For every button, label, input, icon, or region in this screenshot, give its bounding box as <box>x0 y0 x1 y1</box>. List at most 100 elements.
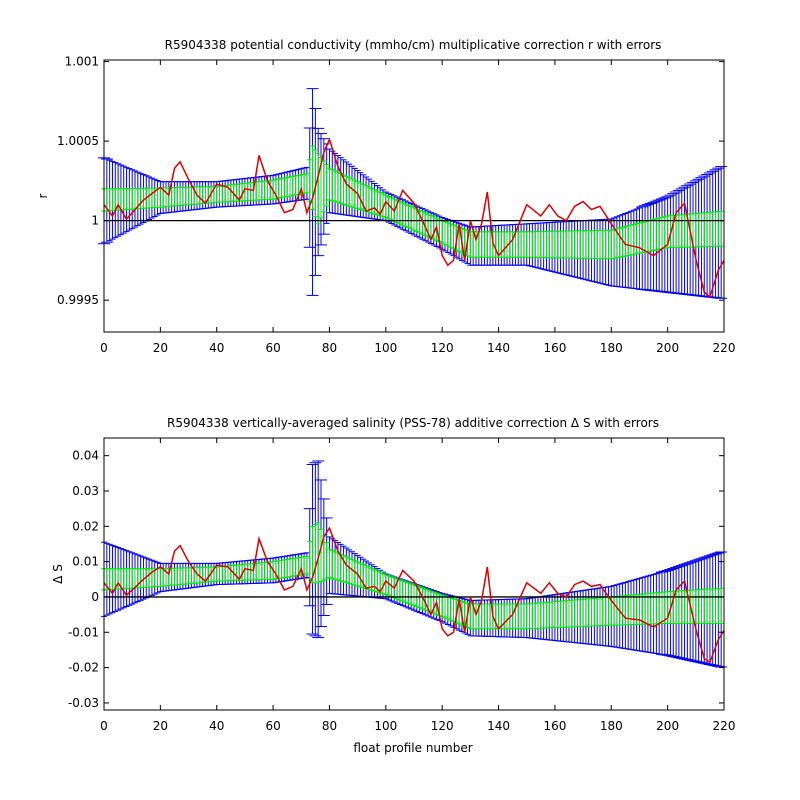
green-errorbar <box>320 160 327 213</box>
green-errorbar <box>126 187 133 210</box>
green-errorbar <box>588 598 595 627</box>
green-errorbar <box>622 595 629 626</box>
green-errorbar <box>349 178 355 208</box>
green-errorbar <box>174 187 181 207</box>
green-errorbar <box>557 600 564 628</box>
green-errorbar <box>642 593 649 625</box>
green-errorbar <box>408 583 415 605</box>
green-errorbar <box>512 231 519 258</box>
green-errorbar <box>633 223 640 255</box>
green-errorbar <box>129 568 136 589</box>
green-errorbar <box>535 231 541 258</box>
green-errorbar <box>582 230 589 259</box>
green-errorbar <box>520 231 527 258</box>
green-errorbar <box>332 551 339 580</box>
green-errorbar <box>422 588 429 611</box>
green-errorbar <box>377 571 384 594</box>
green-errorbar <box>256 562 262 581</box>
green-errorbar <box>261 561 268 581</box>
green-errorbar <box>518 231 525 258</box>
green-errorbar <box>185 567 192 585</box>
x-tick-label: 120 <box>431 341 454 355</box>
green-errorbar <box>625 225 632 256</box>
green-errorbar <box>585 598 592 627</box>
green-errorbar <box>557 230 564 259</box>
green-errorbar <box>551 230 558 259</box>
green-errorbar <box>546 601 553 629</box>
green-errorbar <box>382 194 389 218</box>
green-errorbar <box>571 599 578 628</box>
green-errorbar <box>399 202 406 226</box>
green-errorbar <box>444 222 451 247</box>
green-errorbar <box>526 231 533 258</box>
green-errorbar <box>571 230 578 259</box>
green-errorbar <box>597 229 603 260</box>
green-errorbar <box>639 221 646 254</box>
green-errorbar <box>126 568 133 589</box>
green-errorbar <box>605 229 612 260</box>
green-errorbar <box>343 556 350 584</box>
y-tick-label: 1.0005 <box>57 134 99 148</box>
green-errorbar <box>706 211 713 248</box>
green-errorbar <box>123 568 130 589</box>
green-errorbar <box>706 588 713 624</box>
green-errorbar <box>442 595 448 619</box>
green-errorbar <box>518 603 525 630</box>
top-chart-ylabel: r <box>36 193 50 198</box>
green-errorbar <box>219 185 226 203</box>
green-errorbar <box>405 204 412 229</box>
green-errorbar <box>653 218 660 251</box>
green-errorbar <box>644 220 651 253</box>
green-errorbar <box>247 563 254 581</box>
green-errorbar <box>106 188 113 212</box>
green-errorbar <box>546 230 553 259</box>
green-errorbar <box>659 216 665 250</box>
green-errorbar <box>574 599 581 628</box>
green-errorbar <box>123 188 130 211</box>
green-errorbar <box>535 602 541 629</box>
green-errorbar <box>718 210 725 247</box>
green-errorbar <box>566 230 572 259</box>
green-errorbar <box>523 603 530 630</box>
green-errorbar <box>647 592 654 625</box>
green-errorbar <box>650 592 657 625</box>
green-errorbar <box>351 560 358 586</box>
green-errorbar <box>250 562 257 581</box>
green-errorbar <box>619 226 626 258</box>
green-errorbar <box>157 187 164 208</box>
green-errorbar <box>334 552 341 581</box>
bottom-chart-ylabel: Δ S <box>51 564 65 584</box>
green-errorbar <box>256 181 262 201</box>
green-errorbar <box>216 185 223 203</box>
top-chart-plot-area <box>98 88 728 299</box>
green-errorbar <box>422 212 429 236</box>
green-errorbar <box>540 230 547 259</box>
green-errorbar <box>278 559 285 579</box>
green-errorbar <box>171 187 178 207</box>
green-errorbar <box>678 590 685 624</box>
green-errorbar <box>357 182 364 211</box>
green-errorbar <box>399 580 406 602</box>
green-errorbar <box>447 223 454 248</box>
green-errorbar <box>529 231 536 258</box>
green-errorbar <box>701 588 708 624</box>
green-errorbar <box>504 603 510 630</box>
green-errorbar <box>709 588 716 624</box>
green-errorbar <box>182 186 189 206</box>
green-errorbar <box>554 600 561 628</box>
blue-errorbar-series <box>101 460 728 668</box>
green-errorbar <box>642 221 649 253</box>
green-errorbar <box>132 187 138 210</box>
green-errorbar <box>481 231 488 258</box>
x-tick-label: 120 <box>431 719 454 733</box>
top-chart-ticks: 0 20 40 60 80 100 120 140 160 180 200 220 0.9995 1 1.0… <box>57 55 735 355</box>
green-errorbar <box>405 582 412 604</box>
x-tick-label: 180 <box>600 341 623 355</box>
green-errorbar <box>357 562 364 588</box>
green-errorbar <box>315 153 322 225</box>
green-errorbar <box>675 214 682 248</box>
green-errorbar <box>244 563 251 581</box>
green-errorbar <box>594 597 601 627</box>
green-errorbar <box>568 230 575 259</box>
green-errorbar <box>380 572 386 595</box>
